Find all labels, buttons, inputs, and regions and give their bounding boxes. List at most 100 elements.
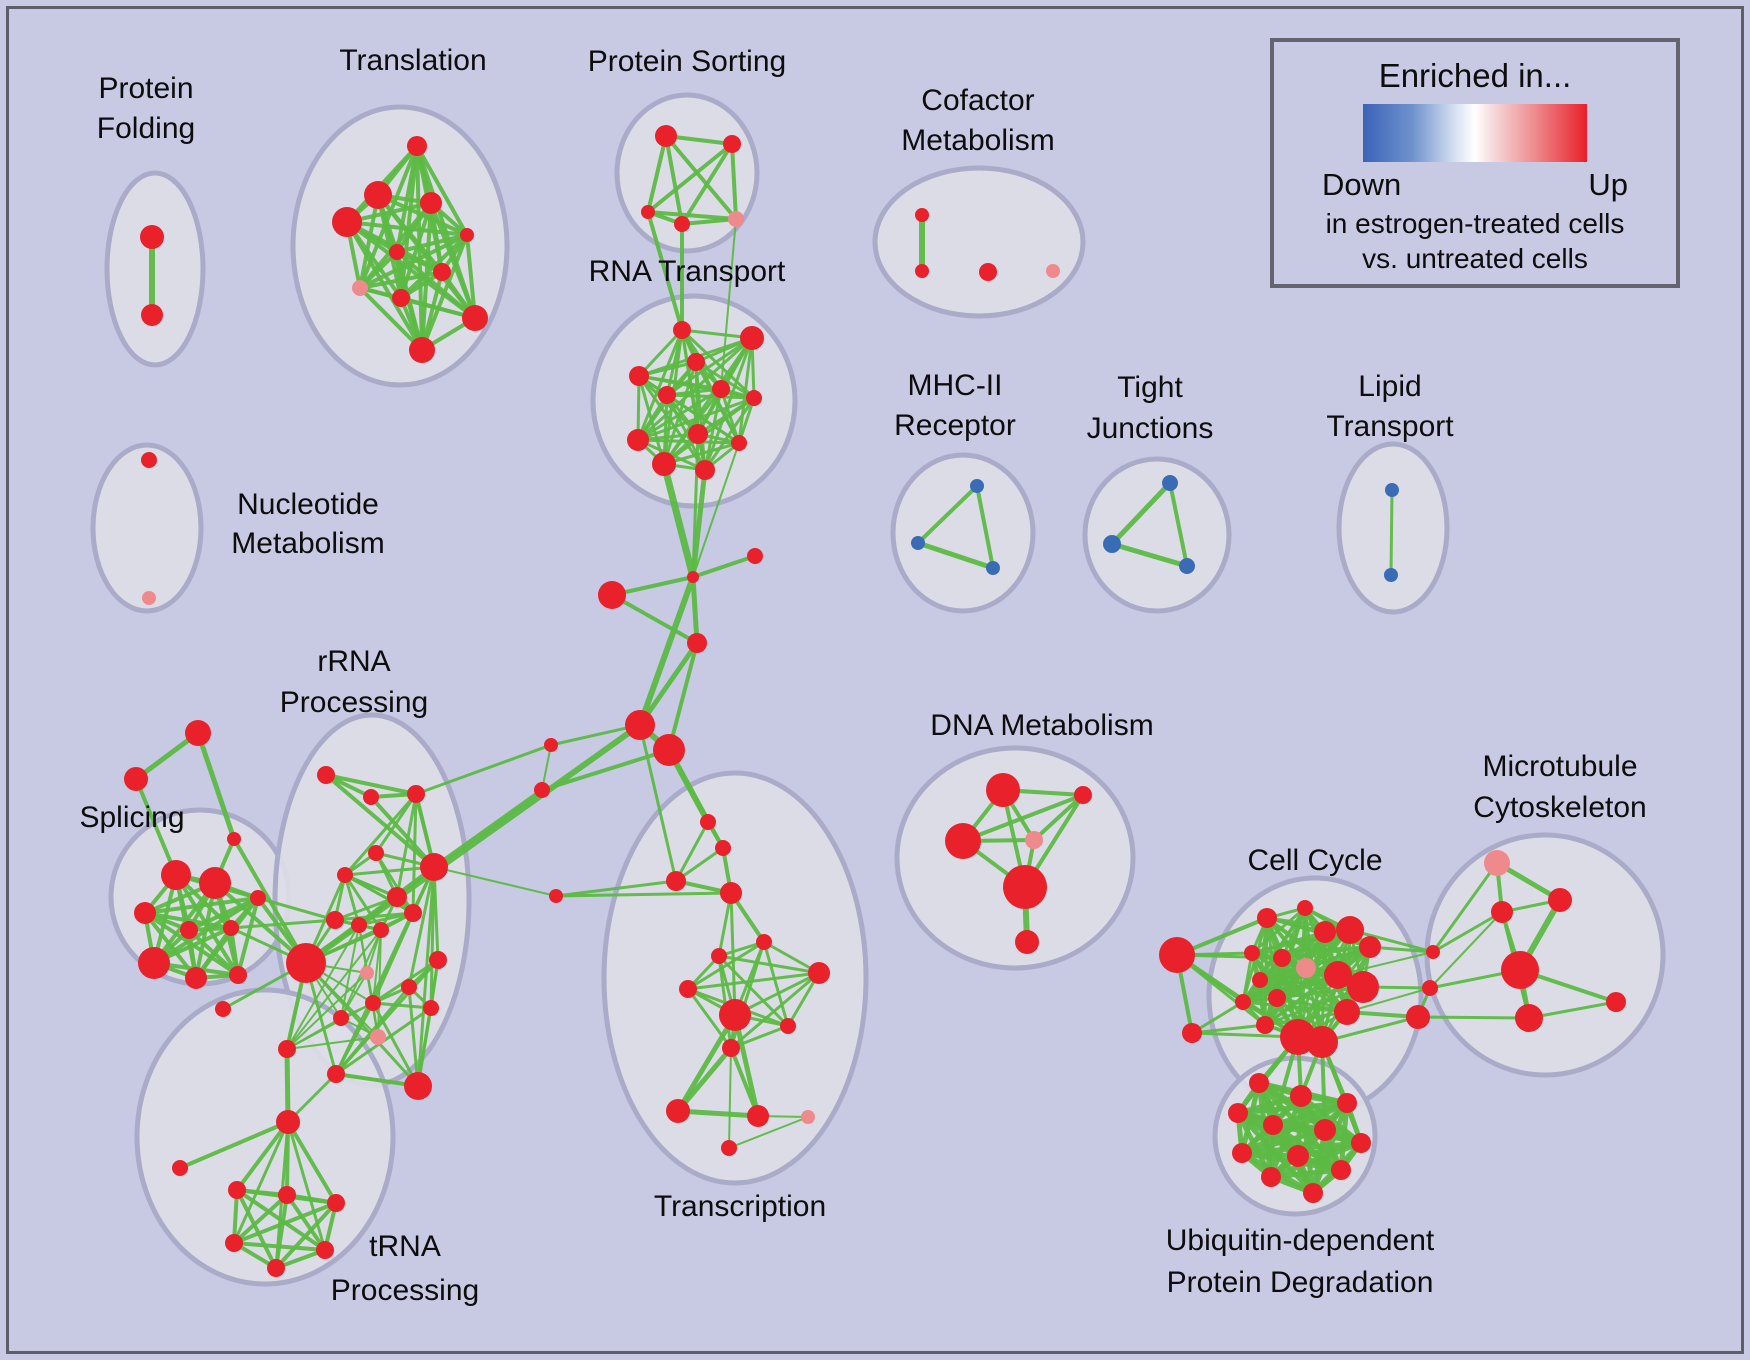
network-edge bbox=[637, 640, 700, 728]
network-node-sp2 bbox=[199, 867, 231, 899]
network-node-rt2 bbox=[740, 326, 764, 350]
network-edge bbox=[636, 387, 723, 442]
legend-up-label: Up bbox=[1588, 167, 1628, 202]
network-node-dm1 bbox=[986, 773, 1020, 807]
network-edge bbox=[343, 873, 415, 915]
network-edge bbox=[429, 201, 477, 320]
network-edge bbox=[674, 820, 710, 883]
network-edge bbox=[1337, 951, 1434, 976]
network-node-cy14 bbox=[1256, 1016, 1274, 1034]
network-edge bbox=[729, 1046, 760, 1118]
network-node-ub4 bbox=[1228, 1103, 1248, 1123]
cluster-label-nucleotide-metabolism-line2: Metabolism bbox=[231, 527, 384, 560]
network-edge bbox=[729, 891, 737, 1017]
network-edge bbox=[554, 891, 733, 898]
network-edge bbox=[680, 217, 738, 226]
network-node-dm5 bbox=[1003, 865, 1047, 909]
network-node-cf4 bbox=[1046, 264, 1060, 278]
network-node-mt5 bbox=[1606, 992, 1626, 1012]
cluster-label-rrna-processing-line2: Processing bbox=[280, 686, 428, 719]
legend-down-label: Down bbox=[1322, 167, 1402, 202]
network-node-tnIso bbox=[172, 1160, 188, 1176]
network-node-cy6 bbox=[1244, 945, 1260, 961]
network-node-rt8 bbox=[688, 424, 708, 444]
network-edge bbox=[213, 881, 308, 965]
network-edge bbox=[465, 233, 477, 320]
network-edge bbox=[195, 730, 237, 842]
network-node-rr11 bbox=[373, 922, 389, 938]
network-node-tn1 bbox=[228, 1181, 246, 1199]
network-node-rr7 bbox=[420, 853, 448, 881]
network-node-ps3 bbox=[641, 205, 655, 219]
cluster-label-ubiquitin-degradation-line1: Ubiquitin-dependent bbox=[1166, 1224, 1435, 1257]
network-edge bbox=[1109, 541, 1190, 569]
network-node-mtPink bbox=[1484, 850, 1510, 876]
network-edge bbox=[415, 144, 469, 237]
network-node-tn2 bbox=[278, 1186, 296, 1204]
network-node-tx6 bbox=[756, 934, 772, 950]
legend-box: Enriched in... Down Up in estrogen-treat… bbox=[1270, 38, 1680, 288]
network-node-sp1 bbox=[161, 860, 191, 890]
cluster-label-mhc-ii-receptor-line1: MHC-II bbox=[908, 369, 1003, 402]
network-edge bbox=[646, 142, 734, 214]
network-edge bbox=[286, 924, 360, 1050]
legend-gradient-bar bbox=[1363, 104, 1587, 162]
network-node-t11 bbox=[409, 337, 435, 363]
network-edge bbox=[369, 795, 436, 869]
network-edge bbox=[395, 233, 469, 254]
network-node-rr3 bbox=[407, 785, 425, 803]
network-node-tx8 bbox=[808, 962, 830, 984]
network-node-ps5 bbox=[728, 211, 744, 227]
network-node-spT1 bbox=[185, 720, 211, 746]
network-node-rr17 bbox=[333, 1010, 349, 1026]
network-edge bbox=[345, 220, 424, 352]
network-node-ub5 bbox=[1263, 1115, 1283, 1135]
network-edge bbox=[975, 484, 995, 570]
network-node-rt5 bbox=[658, 386, 676, 404]
network-edge bbox=[664, 134, 684, 226]
network-node-cy3 bbox=[1314, 921, 1336, 943]
network-edge bbox=[1346, 987, 1431, 1013]
network-node-mt4 bbox=[1515, 1004, 1543, 1032]
network-edge bbox=[304, 961, 420, 1088]
network-node-ub7 bbox=[1351, 1133, 1371, 1153]
network-edge bbox=[637, 328, 684, 378]
network-node-cc2 bbox=[747, 548, 763, 564]
network-node-cy13 bbox=[1268, 989, 1286, 1007]
network-edge bbox=[1431, 861, 1499, 954]
network-edge bbox=[1320, 1040, 1363, 1145]
cluster-label-rna-transport-line1: RNA Transport bbox=[589, 255, 786, 288]
network-node-tn5 bbox=[316, 1241, 334, 1259]
network-node-cy11 bbox=[1252, 972, 1268, 988]
network-edge bbox=[915, 540, 996, 571]
network-node-t5 bbox=[460, 228, 474, 242]
network-edge bbox=[232, 1241, 327, 1252]
network-node-rr1 bbox=[317, 766, 335, 784]
network-node-t4 bbox=[420, 192, 442, 214]
network-node-sp4 bbox=[180, 921, 198, 939]
network-edge bbox=[1235, 1100, 1350, 1116]
network-edge bbox=[371, 865, 436, 1005]
network-node-rt11 bbox=[695, 460, 715, 480]
network-edge bbox=[762, 940, 790, 1028]
network-edge bbox=[407, 985, 420, 1088]
network-node-tx7 bbox=[711, 948, 727, 964]
network-node-rr21 bbox=[429, 951, 447, 969]
network-edge bbox=[334, 1001, 375, 1076]
network-edge bbox=[1258, 978, 1349, 1014]
network-edge bbox=[152, 896, 260, 965]
network-edge bbox=[1250, 906, 1307, 955]
network-node-rr10 bbox=[351, 917, 367, 933]
network-edge bbox=[358, 286, 424, 352]
network-node-rt7 bbox=[746, 390, 762, 406]
cluster-label-microtubule-cytoskeleton-line2: Cytoskeleton bbox=[1473, 791, 1646, 824]
network-node-cyBig bbox=[1159, 937, 1195, 973]
network-node-cc1 bbox=[687, 571, 699, 583]
network-node-cf3 bbox=[979, 263, 997, 281]
network-node-t3 bbox=[332, 207, 362, 237]
network-edge bbox=[229, 918, 337, 930]
network-edge bbox=[357, 911, 415, 927]
network-edge bbox=[637, 374, 700, 436]
cluster-ellipse-mhc-ii-receptor bbox=[890, 452, 1036, 614]
network-edge bbox=[1239, 1127, 1328, 1156]
